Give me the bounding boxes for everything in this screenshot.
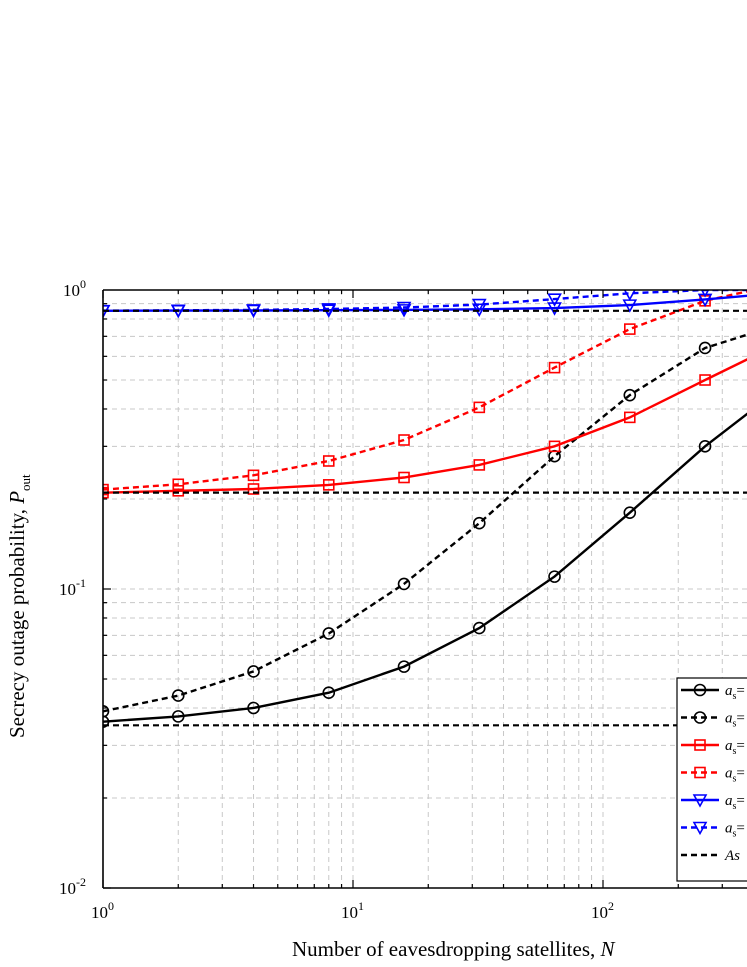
tick-labels: 100 101 102 10-2 10-1 100 <box>59 277 614 922</box>
series-4 <box>103 290 747 496</box>
circle-marker <box>103 715 110 728</box>
square-marker <box>473 401 486 414</box>
legend-label: As <box>724 848 740 864</box>
x-tick-label: 100 <box>91 899 114 922</box>
square-marker <box>398 471 410 484</box>
circle-marker <box>103 704 110 718</box>
circle-marker <box>397 577 411 591</box>
square-marker <box>247 483 260 495</box>
circle-marker <box>247 701 260 715</box>
series-line <box>103 333 747 713</box>
square-marker <box>699 374 711 386</box>
triangle-marker <box>547 302 562 316</box>
triangle-marker <box>321 303 337 317</box>
circle-marker <box>247 665 260 678</box>
series-line <box>103 290 747 491</box>
legend-item-4: as= <box>681 766 745 785</box>
square-marker <box>322 479 335 491</box>
legend-item-2: as= <box>681 711 745 730</box>
legend-label: as= <box>725 766 745 785</box>
x-tick-label: 102 <box>591 899 614 922</box>
square-marker <box>694 739 706 751</box>
x-tick-label: 101 <box>341 899 364 922</box>
square-marker <box>548 440 561 453</box>
circle-marker <box>472 516 486 530</box>
legend: as= as= as= as= as= as= As <box>676 677 747 882</box>
series-line <box>103 294 747 312</box>
legend-label: as= <box>725 738 745 757</box>
legend-item-7: As <box>681 848 740 864</box>
legend-item-3: as= <box>681 738 745 757</box>
series-line <box>103 412 747 723</box>
y-tick-label: 10-1 <box>59 576 86 599</box>
triangle-marker <box>623 290 636 301</box>
y-tick-label: 100 <box>63 277 86 300</box>
legend-label: as= <box>725 711 745 730</box>
series-7 <box>103 309 747 727</box>
square-marker <box>172 478 185 491</box>
legend-label: as= <box>725 683 745 702</box>
legend-item-5: as= <box>681 793 745 812</box>
legend-box <box>676 677 747 882</box>
circle-marker <box>693 711 707 724</box>
circle-marker <box>472 621 486 635</box>
circle-marker <box>397 660 411 673</box>
series-line <box>103 358 747 494</box>
circle-marker <box>548 570 561 583</box>
square-marker <box>398 434 410 446</box>
series-group <box>103 290 747 728</box>
legend-item-6: as= <box>681 821 745 840</box>
circle-marker <box>623 388 637 402</box>
series-1 <box>103 412 747 728</box>
triangle-marker <box>396 301 412 316</box>
triangle-marker <box>471 298 487 313</box>
circle-marker <box>171 689 185 702</box>
series-line <box>103 290 747 312</box>
square-marker <box>172 485 185 497</box>
legend-label: as= <box>725 793 745 812</box>
triangle-marker <box>692 821 708 836</box>
circle-marker <box>698 440 712 453</box>
series-2 <box>103 333 747 718</box>
square-marker <box>103 483 109 496</box>
y-tick-label: 10-2 <box>59 875 86 898</box>
square-marker <box>247 469 260 482</box>
axes <box>102 289 747 889</box>
square-marker <box>624 323 636 335</box>
y-axis-label: Secrecy outage probability, Pout <box>5 474 33 738</box>
grid <box>103 290 747 888</box>
triangle-marker <box>547 293 562 307</box>
legend-label: as= <box>725 821 745 840</box>
x-axis-label: Number of eavesdropping satellites, N <box>292 937 616 961</box>
circle-marker <box>548 449 561 463</box>
square-marker <box>624 411 636 424</box>
square-marker <box>548 361 561 374</box>
circle-marker <box>698 341 712 355</box>
series-5 <box>103 293 747 319</box>
legend-item-1: as= <box>681 683 745 702</box>
series-3 <box>103 358 747 499</box>
square-marker <box>473 459 486 471</box>
triangle-marker <box>692 794 708 808</box>
circle-marker <box>322 627 336 640</box>
circle-marker <box>693 683 707 697</box>
circle-marker <box>171 710 185 723</box>
circle-marker <box>322 686 336 699</box>
square-marker <box>322 455 335 467</box>
square-marker <box>694 766 706 779</box>
circle-marker <box>623 506 637 519</box>
